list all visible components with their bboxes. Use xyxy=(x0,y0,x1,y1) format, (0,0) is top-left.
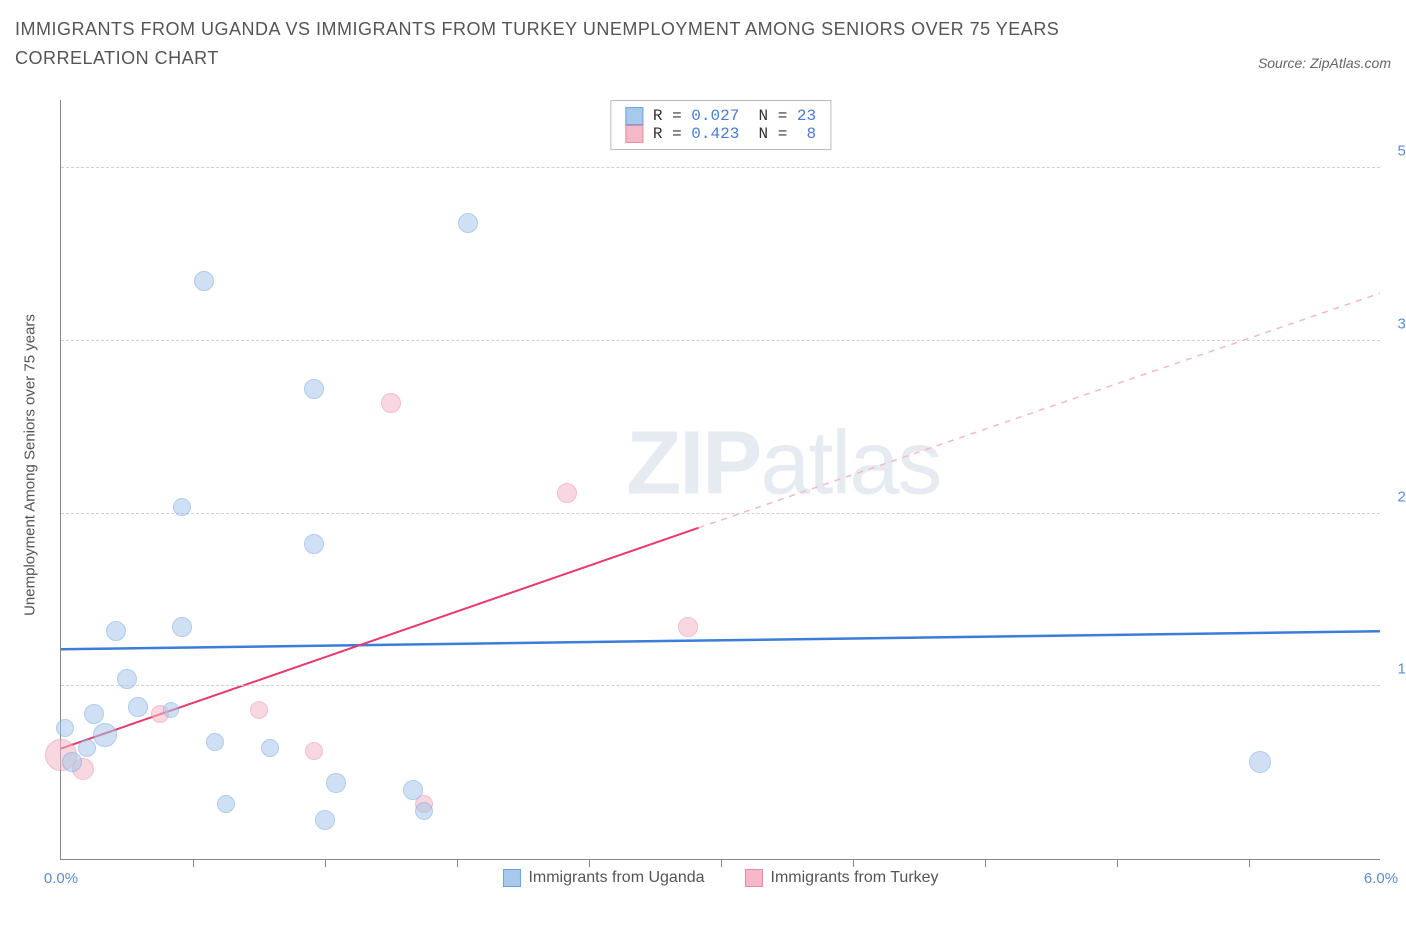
trend-lines-layer xyxy=(61,100,1380,859)
data-point-uganda xyxy=(62,752,82,772)
gridline xyxy=(61,167,1380,168)
data-point-uganda xyxy=(84,704,104,724)
data-point-turkey xyxy=(557,483,577,503)
data-point-uganda xyxy=(304,534,324,554)
gridline xyxy=(61,513,1380,514)
data-point-uganda xyxy=(56,719,74,737)
data-point-uganda xyxy=(93,723,117,747)
y-tick-label: 50.0% xyxy=(1385,143,1406,160)
legend-item-turkey: Immigrants from Turkey xyxy=(745,869,939,887)
data-point-uganda xyxy=(1249,751,1271,773)
x-tick xyxy=(325,859,326,867)
data-point-turkey xyxy=(250,701,268,719)
watermark: ZIPatlas xyxy=(626,413,940,516)
data-point-turkey xyxy=(305,742,323,760)
legend-swatch-turkey xyxy=(625,125,643,143)
data-point-uganda xyxy=(173,498,191,516)
correlation-legend: R = 0.027 N = 23 R = 0.423 N = 8 xyxy=(610,100,831,150)
data-point-turkey xyxy=(678,617,698,637)
data-point-uganda xyxy=(128,697,148,717)
chart-title: IMMIGRANTS FROM UGANDA VS IMMIGRANTS FRO… xyxy=(15,15,1115,73)
data-point-uganda xyxy=(304,379,324,399)
data-point-uganda xyxy=(315,810,335,830)
data-point-uganda xyxy=(172,617,192,637)
chart-plot-area: ZIPatlas R = 0.027 N = 23 R = 0.423 N = … xyxy=(60,100,1380,860)
legend-row-uganda: R = 0.027 N = 23 xyxy=(625,107,816,125)
x-tick xyxy=(985,859,986,867)
data-point-uganda xyxy=(106,621,126,641)
y-tick-label: 25.0% xyxy=(1385,488,1406,505)
data-point-uganda xyxy=(403,780,423,800)
series-legend: Immigrants from Uganda Immigrants from T… xyxy=(502,869,938,887)
data-point-uganda xyxy=(217,795,235,813)
gridline xyxy=(61,685,1380,686)
y-tick-label: 37.5% xyxy=(1385,315,1406,332)
data-point-uganda xyxy=(458,213,478,233)
data-point-uganda xyxy=(206,733,224,751)
legend-row-turkey: R = 0.423 N = 8 xyxy=(625,125,816,143)
gridline xyxy=(61,340,1380,341)
x-tick xyxy=(1117,859,1118,867)
x-tick xyxy=(457,859,458,867)
y-tick-label: 12.5% xyxy=(1385,661,1406,678)
x-tick xyxy=(853,859,854,867)
data-point-uganda xyxy=(415,802,433,820)
legend-swatch-uganda xyxy=(625,107,643,125)
x-tick xyxy=(1249,859,1250,867)
legend-item-uganda: Immigrants from Uganda xyxy=(502,869,704,887)
x-tick-label: 6.0% xyxy=(1364,870,1398,887)
data-point-uganda xyxy=(194,271,214,291)
x-tick-label: 0.0% xyxy=(44,870,78,887)
legend-swatch-turkey-2 xyxy=(745,869,763,887)
data-point-turkey xyxy=(381,393,401,413)
data-point-uganda xyxy=(261,739,279,757)
x-tick xyxy=(193,859,194,867)
data-point-uganda xyxy=(326,773,346,793)
source-attribution: Source: ZipAtlas.com xyxy=(1258,55,1391,71)
legend-swatch-uganda-2 xyxy=(502,869,520,887)
y-axis-label: Unemployment Among Seniors over 75 years xyxy=(22,314,39,616)
data-point-uganda xyxy=(117,669,137,689)
data-point-uganda xyxy=(163,702,179,718)
x-tick xyxy=(589,859,590,867)
x-tick xyxy=(721,859,722,867)
data-point-uganda xyxy=(78,739,96,757)
